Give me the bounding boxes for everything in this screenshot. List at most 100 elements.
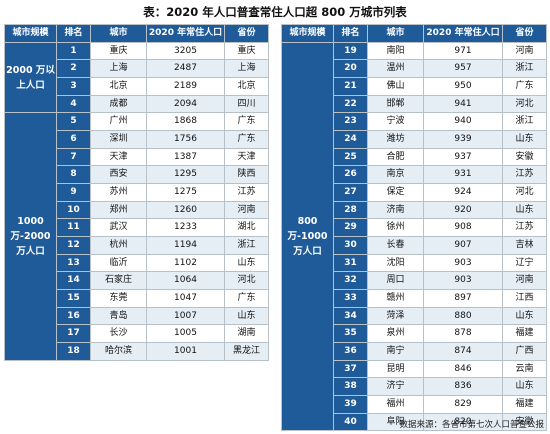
population-cell: 846 (423, 359, 503, 379)
city-cell: 成都 (90, 94, 147, 114)
table-row: 36 南宁 874 广西 (282, 342, 547, 361)
population-cell: 1756 (146, 130, 225, 149)
city-cell: 临沂 (90, 253, 147, 273)
rank-cell: 25 (333, 147, 368, 167)
city-scale-group: 1000 万-2000 万人口 (4, 112, 57, 361)
city-cell: 潍坊 (367, 130, 424, 149)
city-cell: 杭州 (90, 236, 147, 255)
population-cell: 2189 (146, 77, 225, 96)
province-cell: 山东 (502, 377, 547, 397)
city-cell: 赣州 (367, 289, 424, 308)
city-scale-group: 800 万-1000 万人口 (281, 41, 334, 432)
rank-cell: 5 (56, 112, 91, 132)
population-cell: 1233 (146, 218, 225, 238)
city-cell: 长春 (367, 236, 424, 255)
rank-cell: 9 (56, 183, 91, 202)
province-cell: 山东 (502, 130, 547, 149)
city-cell: 沈阳 (367, 253, 424, 273)
city-cell: 济南 (367, 200, 424, 220)
city-cell: 武汉 (90, 218, 147, 238)
province-cell: 河南 (224, 200, 269, 220)
rank-cell: 38 (333, 377, 368, 397)
table-row: 4 成都 2094 四川 (5, 94, 269, 114)
city-cell: 邯郸 (367, 94, 424, 114)
rank-cell: 22 (333, 94, 368, 114)
province-cell: 陕西 (224, 165, 269, 185)
city-cell: 温州 (367, 59, 424, 79)
population-cell: 3205 (146, 41, 225, 61)
table-row: 15 东莞 1047 广东 (5, 289, 269, 308)
table-row: 40 阜阳 820 安徽 (282, 412, 547, 432)
table-row: 27 保定 924 河北 (282, 183, 547, 202)
city-cell: 昆明 (367, 359, 424, 379)
population-cell: 1102 (146, 253, 225, 273)
header-province: 省份 (502, 24, 547, 43)
table-row: 3 北京 2189 北京 (5, 77, 269, 96)
header-scale: 城市规模 (281, 24, 334, 43)
population-cell: 903 (423, 271, 503, 291)
rank-cell: 29 (333, 218, 368, 238)
rank-cell: 17 (56, 324, 91, 344)
header-city: 城市 (90, 24, 147, 43)
rank-cell: 1 (56, 41, 91, 61)
province-cell: 湖北 (224, 218, 269, 238)
province-cell: 湖南 (224, 324, 269, 344)
population-cell: 950 (423, 77, 503, 96)
table-row: 13 临沂 1102 山东 (5, 253, 269, 273)
population-cell: 903 (423, 253, 503, 273)
rank-cell: 35 (333, 324, 368, 344)
population-cell: 1064 (146, 271, 225, 291)
city-cell: 泉州 (367, 324, 424, 344)
table-row: 8 西安 1295 陕西 (5, 165, 269, 185)
table-row: 31 沈阳 903 辽宁 (282, 253, 547, 273)
province-cell: 福建 (502, 395, 547, 414)
rank-cell: 16 (56, 306, 91, 326)
city-cell: 合肥 (367, 147, 424, 167)
header-city: 城市 (367, 24, 424, 43)
table-row: 16 青岛 1007 山东 (5, 306, 269, 326)
population-cell: 880 (423, 306, 503, 326)
province-cell: 安徽 (502, 147, 547, 167)
population-cell: 937 (423, 147, 503, 167)
province-cell: 重庆 (224, 41, 269, 61)
population-cell: 1275 (146, 183, 225, 202)
province-cell: 上海 (224, 59, 269, 79)
header-rank: 排名 (56, 24, 91, 43)
city-cell: 广州 (90, 112, 147, 132)
table-row: 11 武汉 1233 湖北 (5, 218, 269, 238)
city-cell: 深圳 (90, 130, 147, 149)
province-cell: 江苏 (502, 165, 547, 185)
table-row: 10 郑州 1260 河南 (5, 200, 269, 220)
rank-cell: 19 (333, 41, 368, 61)
rank-cell: 13 (56, 253, 91, 273)
rank-cell: 40 (333, 412, 368, 432)
header-population: 2020 年常住人口 (423, 24, 503, 43)
population-cell: 939 (423, 130, 503, 149)
city-cell: 天津 (90, 147, 147, 167)
city-cell: 东莞 (90, 289, 147, 308)
header-scale: 城市规模 (4, 24, 57, 43)
rank-cell: 30 (333, 236, 368, 255)
rank-cell: 12 (56, 236, 91, 255)
population-cell: 1005 (146, 324, 225, 344)
population-table-right: 城市规模 排名 城市 2020 年常住人口 省份 800 万-1000 万人口 1… (281, 24, 547, 432)
province-cell: 江西 (502, 289, 547, 308)
province-cell: 吉林 (502, 236, 547, 255)
province-cell: 广西 (502, 342, 547, 361)
page-title: 表：2020 年人口普查常住人口超 800 万城市列表 (143, 5, 407, 19)
province-cell: 浙江 (224, 236, 269, 255)
province-cell: 广东 (224, 112, 269, 132)
city-cell: 长沙 (90, 324, 147, 344)
population-cell: 874 (423, 342, 503, 361)
table-row: 35 泉州 878 福建 (282, 324, 547, 344)
population-cell: 1868 (146, 112, 225, 132)
rank-cell: 15 (56, 289, 91, 308)
rank-cell: 34 (333, 306, 368, 326)
city-scale-group: 2000 万以上人口 (4, 41, 57, 114)
population-cell: 1295 (146, 165, 225, 185)
province-cell: 北京 (224, 77, 269, 96)
rank-cell: 4 (56, 94, 91, 114)
population-cell: 1387 (146, 147, 225, 167)
province-cell: 山东 (502, 200, 547, 220)
population-cell: 1001 (146, 342, 225, 361)
